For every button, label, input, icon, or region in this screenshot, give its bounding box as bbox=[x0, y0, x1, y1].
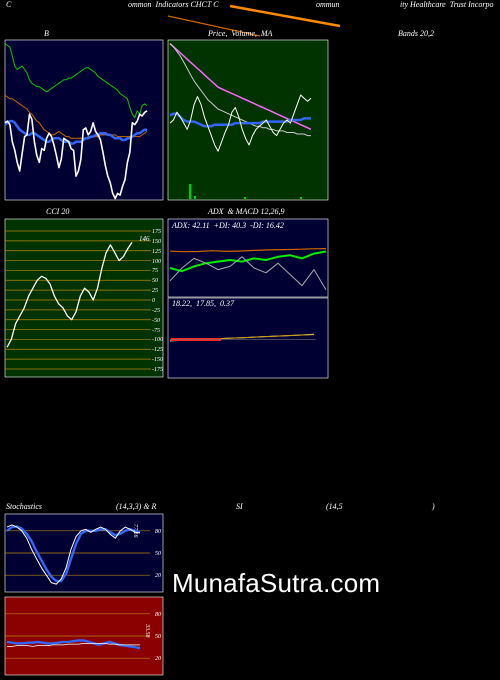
volume-bar bbox=[244, 197, 246, 199]
adx-lines bbox=[169, 248, 327, 290]
rsi-tick-label: 80 bbox=[155, 611, 161, 618]
cci-tick-label: 175 bbox=[152, 229, 161, 235]
cci-tick-label: -150 bbox=[152, 357, 163, 364]
ma-long-line bbox=[169, 43, 312, 131]
cci-tick-label: 0 bbox=[152, 298, 155, 304]
stoch-tick-label: 80 bbox=[155, 528, 161, 535]
header-title-3: ity Healthcare Trust Incorpo bbox=[400, 0, 494, 9]
cci-grid bbox=[5, 230, 151, 370]
ma-mid-line bbox=[169, 43, 311, 137]
header-title-2: ommun bbox=[316, 0, 340, 9]
cci-tick-label: -75 bbox=[152, 327, 160, 334]
cci-value-label: 146 bbox=[139, 235, 150, 243]
stoch-value-label: 77.16 bbox=[132, 524, 138, 538]
adx-title: ADX & MACD 12,26,9 bbox=[208, 207, 285, 216]
stoch-tick-label: 20 bbox=[155, 573, 161, 580]
cci-tick-label: 75 bbox=[152, 268, 158, 275]
stoch-lines bbox=[6, 524, 141, 585]
stoch-title-a: Stochastics bbox=[6, 502, 42, 511]
bb-middle-line bbox=[4, 119, 147, 145]
cci-tick-label: -50 bbox=[152, 317, 160, 324]
cci-tick-label: 150 bbox=[152, 238, 161, 245]
cci-tick-label: 125 bbox=[152, 248, 161, 255]
stoch-title-d: (14,5 bbox=[326, 502, 343, 511]
rsi-lines bbox=[6, 639, 141, 650]
macd-values: 18.22, 17.85, 0.37 bbox=[172, 299, 234, 308]
ma-lines bbox=[169, 43, 312, 152]
ma-title: Price, Volume, MA bbox=[208, 29, 273, 38]
plus-di-line bbox=[169, 250, 327, 273]
volume-bar bbox=[300, 197, 302, 199]
cci-title: CCI 20 bbox=[46, 207, 70, 216]
cci-tick-label: 25 bbox=[152, 288, 158, 295]
header-ribbon-gold bbox=[167, 15, 261, 37]
rsi-grid bbox=[5, 613, 150, 659]
cci-tick-label: -125 bbox=[152, 347, 163, 354]
bb-lines bbox=[4, 43, 148, 200]
bb-upper-line bbox=[4, 43, 148, 119]
header-ribbon-orange bbox=[229, 4, 341, 28]
bb-title-bands: Bands 20,2 bbox=[398, 29, 434, 38]
stoch-title-b: (14,3,3) & R bbox=[116, 502, 157, 511]
rsi-tick-label: 20 bbox=[155, 656, 161, 663]
ma-price-line bbox=[169, 94, 312, 152]
stoch-title-c: SI bbox=[236, 502, 243, 511]
rsi-signal-line bbox=[7, 643, 140, 647]
cci-tick-label: 100 bbox=[152, 258, 161, 265]
rsi-tick-label: 50 bbox=[155, 634, 161, 640]
adx-values: ADX: 42.11 +DI: 40.3 -DI: 16.42 bbox=[172, 221, 284, 230]
adx-line bbox=[169, 248, 327, 253]
cci-tick-label: 50 bbox=[152, 278, 158, 285]
cci-panel bbox=[4, 218, 164, 378]
cci-tick-label: -175 bbox=[152, 367, 163, 373]
bb-lower-line bbox=[4, 94, 148, 139]
header-c: C bbox=[6, 0, 12, 9]
volume-bar bbox=[194, 196, 196, 199]
cci-tick-label: -100 bbox=[152, 337, 163, 344]
cci-lines bbox=[6, 242, 133, 348]
stoch-tick-label: 50 bbox=[155, 551, 161, 557]
cci-tick-label: -25 bbox=[152, 307, 160, 314]
bb-title-b: B bbox=[44, 29, 49, 38]
minus-di-line bbox=[169, 256, 327, 290]
stoch-title-e: ) bbox=[432, 502, 435, 511]
volume-bar bbox=[189, 184, 192, 199]
header-title-1: ommon Indicators CHCT C bbox=[128, 0, 219, 9]
cci-line bbox=[6, 242, 133, 348]
watermark: MunafaSutra.com bbox=[172, 568, 381, 598]
stoch-k-line bbox=[6, 524, 141, 585]
bb-price-line bbox=[4, 110, 148, 200]
rsi-value-label: 33.58 bbox=[144, 624, 150, 638]
